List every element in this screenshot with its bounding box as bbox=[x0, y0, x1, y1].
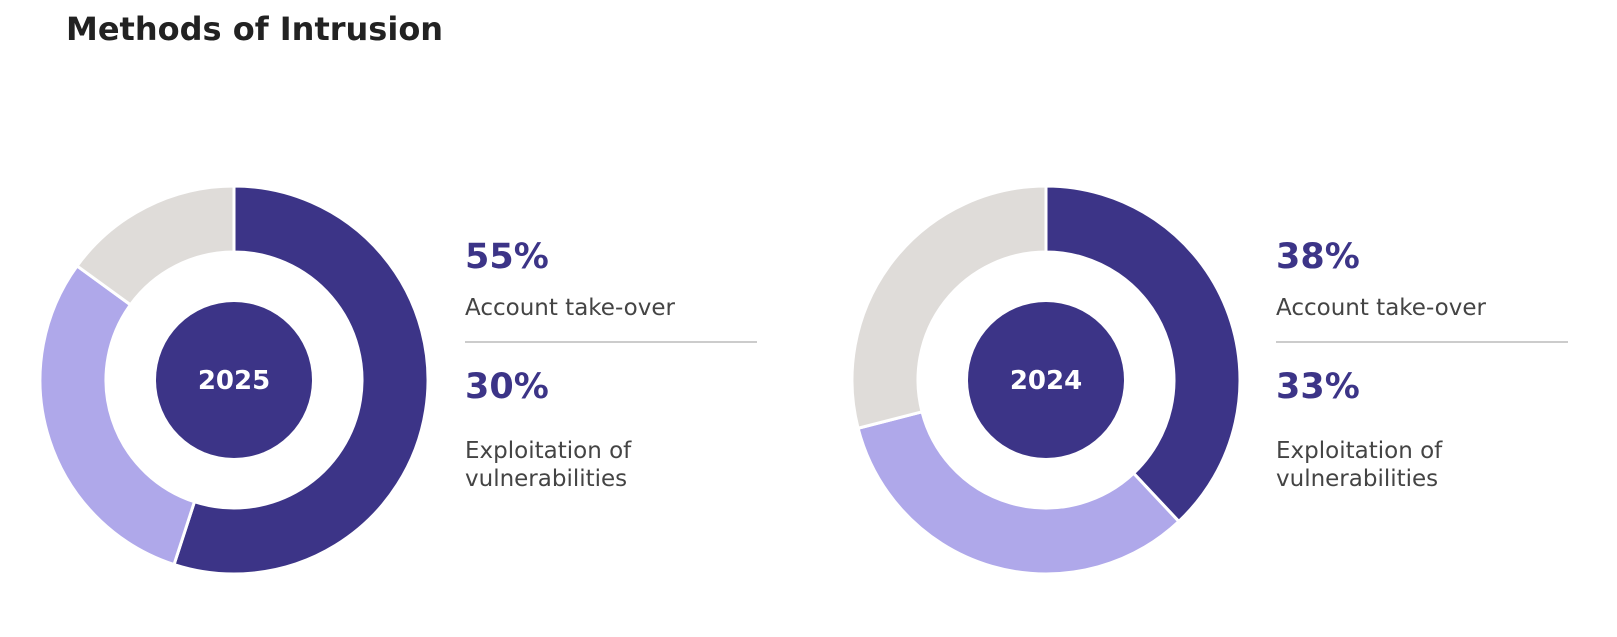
stat-label-exploitation: Exploitation of vulnerabilities bbox=[1276, 438, 1443, 492]
donut-chart-2024: 2024 bbox=[850, 184, 1242, 576]
center-circle bbox=[156, 302, 312, 458]
divider bbox=[1276, 341, 1568, 343]
donut-chart-2025: 2025 bbox=[38, 184, 430, 576]
center-year-label: 2024 bbox=[1010, 366, 1082, 396]
slice-other bbox=[850, 184, 1048, 431]
stat-label-account-takeover: Account take-over bbox=[1276, 295, 1486, 321]
slice-other bbox=[74, 184, 236, 307]
stat-value-exploitation: 30% bbox=[465, 367, 549, 407]
slice-exploitation bbox=[38, 263, 197, 567]
center-circle bbox=[968, 302, 1124, 458]
slice-account-takeover bbox=[172, 184, 430, 576]
slice-exploitation bbox=[856, 410, 1181, 576]
stat-value-account-takeover: 55% bbox=[465, 237, 549, 277]
stat-label-account-takeover: Account take-over bbox=[465, 295, 675, 321]
stats-panel-2025: 55% Account take-over 30% Exploitation o… bbox=[465, 240, 757, 493]
center-year-label: 2025 bbox=[198, 366, 270, 396]
divider bbox=[465, 341, 757, 343]
chart-title: Methods of Intrusion bbox=[66, 10, 444, 48]
slice-account-takeover bbox=[1044, 184, 1242, 524]
stat-value-exploitation: 33% bbox=[1276, 367, 1360, 407]
stats-panel-2024: 38% Account take-over 33% Exploitation o… bbox=[1276, 240, 1568, 493]
stat-value-account-takeover: 38% bbox=[1276, 237, 1360, 277]
stat-label-exploitation: Exploitation of vulnerabilities bbox=[465, 438, 632, 492]
